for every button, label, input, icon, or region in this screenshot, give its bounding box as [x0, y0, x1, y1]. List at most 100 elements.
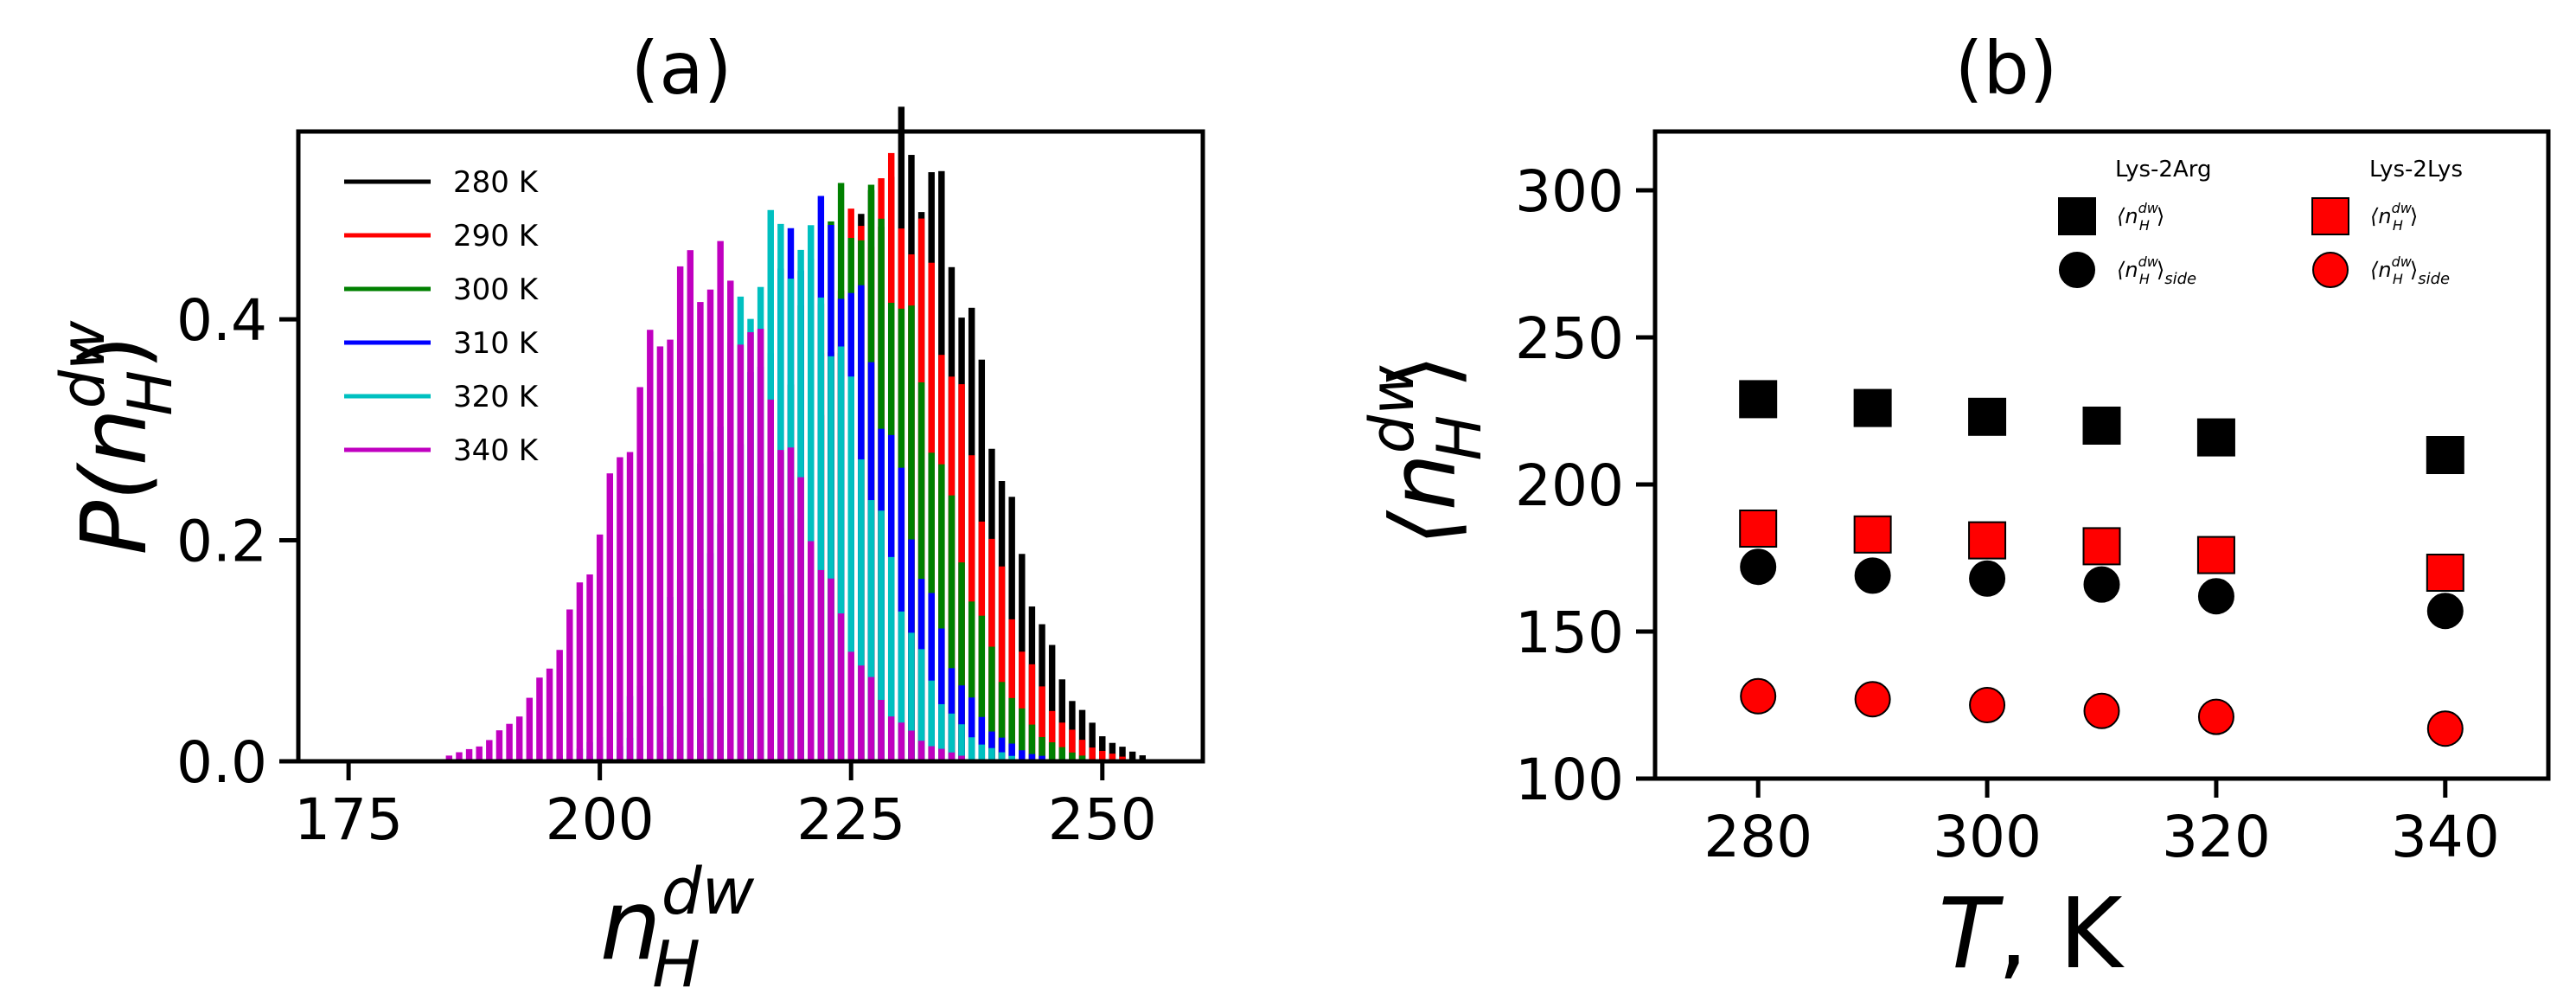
y-tick-label: 300	[1515, 158, 1624, 225]
square-marker	[1853, 515, 1892, 554]
histogram-bar	[867, 500, 875, 761]
histogram-bar	[1119, 756, 1126, 761]
x-tick-label: 340	[2391, 804, 2500, 870]
histogram-bar	[938, 464, 945, 761]
histogram-bar	[1058, 747, 1066, 761]
scatter-points	[1739, 380, 2464, 747]
histogram-bar	[546, 668, 553, 761]
square-marker	[2426, 436, 2464, 474]
histogram-bar	[566, 609, 573, 761]
panel-a-legend: 280 K 290 K 300 K 310 K 320 K 340 K	[344, 165, 540, 468]
histogram-panel-a: (a) 175 200 225 250 0.0 0.2 0.4 280 K 290 K 300…	[48, 26, 1205, 1002]
square-marker	[1739, 380, 1778, 419]
histogram-bar	[958, 724, 965, 761]
histogram-bar	[898, 611, 905, 761]
histogram-bar	[626, 452, 634, 761]
histogram-bar	[988, 646, 995, 761]
legend-label: 310 K	[453, 326, 540, 361]
histogram-bar	[858, 665, 865, 761]
panel-a-x-axis-label: ndw H	[600, 855, 755, 1002]
histogram-bar	[817, 569, 825, 761]
scatter-panel-b: (b) 280 300 320 340 100 150 200 250 300 Lys-2Ar…	[1357, 26, 2551, 991]
histogram-bar	[828, 578, 834, 761]
square-marker	[2196, 418, 2235, 457]
histogram-bar	[1028, 754, 1036, 761]
histogram-bar	[1039, 686, 1045, 761]
histogram-bar	[737, 344, 745, 761]
legend-square-marker	[2311, 197, 2349, 235]
histogram-bar	[878, 510, 885, 761]
panel-b-x-ticks: 280 300 320 340	[1703, 779, 2500, 870]
circle-marker	[2083, 566, 2120, 603]
legend-group-title: Lys-2Arg	[2115, 157, 2211, 183]
histogram-bar	[978, 716, 986, 761]
histogram-bar	[1128, 751, 1136, 761]
circle-marker	[2426, 593, 2464, 630]
histogram-bar	[706, 289, 714, 761]
histogram-bar	[1089, 722, 1096, 761]
histogram-bar	[858, 459, 865, 761]
panel-b-x-axis-label: T, K	[1938, 878, 2125, 991]
legend-label: 320 K	[453, 380, 540, 414]
histogram-bar	[928, 593, 935, 761]
histogram-bar	[727, 280, 734, 761]
histogram-bar	[978, 615, 986, 761]
histogram-bar	[837, 346, 845, 761]
x-tick-label: 300	[1933, 804, 2042, 870]
legend-label: ⟨ndw H ⟩side	[2117, 253, 2196, 288]
histogram-bar	[998, 682, 1006, 761]
histogram-bar	[948, 495, 956, 761]
histogram-bar	[847, 376, 854, 761]
histogram-bar	[576, 582, 584, 761]
y-tick-label: 200	[1515, 452, 1624, 519]
square-marker	[1739, 510, 1778, 548]
histogram-bar	[586, 574, 593, 761]
legend-label: 300 K	[453, 273, 540, 307]
histogram-bar	[1139, 755, 1146, 761]
histogram-bar	[667, 339, 674, 761]
histogram-bar	[1008, 743, 1015, 761]
histogram-bar	[1008, 697, 1015, 761]
legend-label: ⟨ndw H ⟩	[2370, 200, 2418, 234]
histogram-bar	[1048, 645, 1056, 761]
histogram-bar	[908, 305, 915, 761]
histogram-bar	[998, 566, 1006, 761]
legend-label: 280 K	[453, 165, 540, 200]
y-tick-label: 150	[1515, 600, 1624, 666]
histogram-bar	[917, 741, 925, 761]
histogram-bar	[988, 747, 995, 761]
legend-circle-marker	[2059, 252, 2095, 288]
histogram-bar	[1039, 736, 1045, 761]
histogram-bar	[1019, 750, 1026, 761]
histogram-bar	[596, 534, 604, 761]
x-tick-label: 225	[796, 786, 905, 853]
histogram-bar	[606, 473, 614, 761]
histogram-bar	[938, 748, 945, 761]
histogram-bar	[1099, 736, 1106, 761]
histogram-bar	[867, 677, 875, 761]
square-marker	[2082, 407, 2121, 445]
histogram-bar	[1019, 708, 1026, 761]
histogram-bar	[847, 651, 854, 761]
square-marker	[2426, 554, 2464, 592]
x-tick-label: 175	[294, 786, 403, 853]
y-tick-label: 250	[1515, 305, 1624, 372]
histogram-bar	[898, 722, 905, 761]
y-tick-label: 0.2	[176, 509, 267, 575]
histogram-bar	[1008, 619, 1015, 761]
histogram-bar	[656, 346, 664, 761]
histogram-bar	[536, 677, 543, 761]
histogram-bar	[526, 697, 534, 761]
histogram-bar	[757, 329, 764, 761]
x-tick-label: 280	[1703, 804, 1812, 870]
histogram-bar	[837, 613, 845, 761]
histogram-bar	[1039, 755, 1045, 761]
y-tick-label: 0.0	[176, 729, 267, 796]
histogram-bar	[998, 752, 1006, 761]
circle-marker	[2083, 692, 2120, 729]
circle-marker	[2197, 578, 2234, 615]
histogram-bar	[938, 628, 945, 761]
histogram-bar	[556, 650, 563, 761]
histogram-bar	[968, 697, 975, 761]
legend-square-marker	[2058, 197, 2096, 235]
